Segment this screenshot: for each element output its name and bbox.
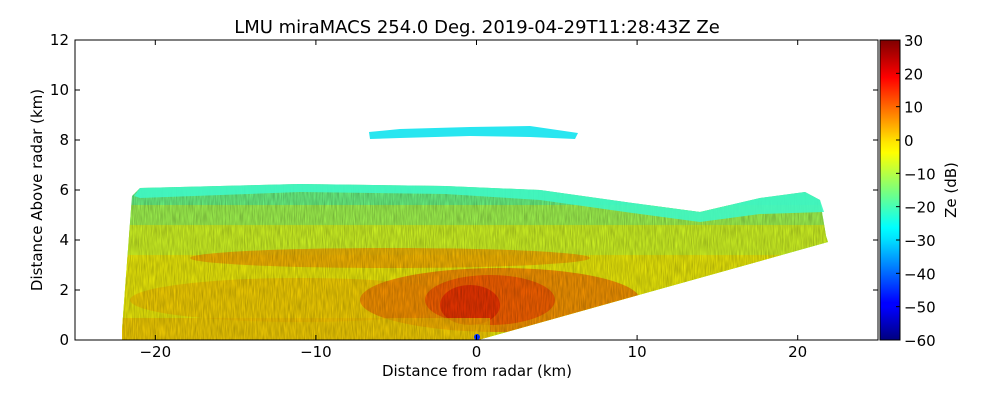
y-tick-label: 6 xyxy=(59,181,69,199)
radar-field xyxy=(122,126,828,340)
y-tick-label: 12 xyxy=(50,31,69,49)
colorbar-tick-label: −50 xyxy=(904,299,936,317)
colorbar-tick-label: −30 xyxy=(904,232,936,250)
y-tick-label: 4 xyxy=(59,231,69,249)
y-tick-label: 2 xyxy=(59,281,69,299)
x-tick-label: 0 xyxy=(472,343,482,361)
field-cloud-top-fringe xyxy=(134,184,824,222)
x-tick-label: 20 xyxy=(788,343,807,361)
y-axis-label: Distance Above radar (km) xyxy=(28,89,46,291)
colorbar-tick-label: −20 xyxy=(904,199,936,217)
y-tick-label: 0 xyxy=(59,331,69,349)
colorbar-tick-label: 20 xyxy=(904,65,923,83)
x-axis: −20 −10 0 10 20 xyxy=(139,40,807,361)
colorbar-tick-label: 30 xyxy=(904,32,923,50)
colorbar-tick-label: −60 xyxy=(904,332,936,350)
chart-title: LMU miraMACS 254.0 Deg. 2019-04-29T11:28… xyxy=(234,17,720,38)
x-tick-label: −10 xyxy=(300,343,332,361)
x-tick-label: 10 xyxy=(628,343,647,361)
colorbar-tick-label: −40 xyxy=(904,265,936,283)
colorbar-tick-label: 0 xyxy=(904,132,914,150)
colorbar-tick-label: −10 xyxy=(904,165,936,183)
field-cirrus-layer xyxy=(369,126,578,139)
colorbar-label: Ze (dB) xyxy=(942,162,960,218)
colorbar-tick-label: 10 xyxy=(904,99,923,117)
colorbar-ticks: 30 20 10 0 −10 −20 −30 −40 −50 −60 xyxy=(896,32,936,350)
y-tick-label: 8 xyxy=(59,131,69,149)
x-tick-label: −20 xyxy=(139,343,171,361)
y-tick-label: 10 xyxy=(50,81,69,99)
colorbar xyxy=(879,39,901,341)
y-axis: 0 2 4 6 8 10 12 xyxy=(50,31,878,349)
x-axis-label: Distance from radar (km) xyxy=(382,362,572,380)
